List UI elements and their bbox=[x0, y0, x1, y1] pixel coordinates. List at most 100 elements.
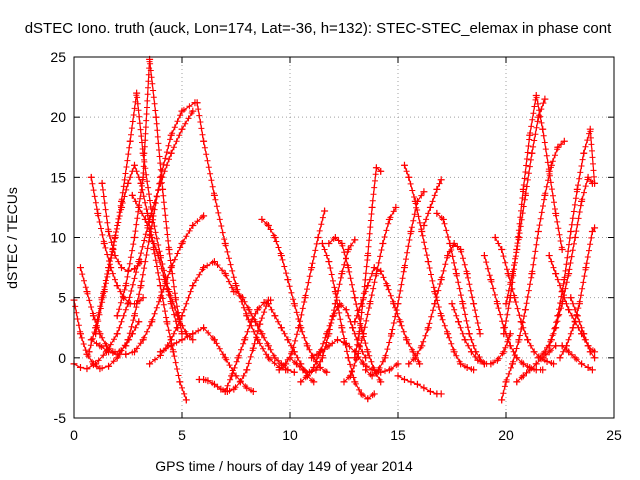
trace-marker bbox=[346, 343, 353, 350]
data-point bbox=[591, 224, 599, 232]
trace-marker bbox=[266, 356, 273, 363]
trace-marker bbox=[548, 258, 555, 265]
trace-marker bbox=[125, 267, 132, 274]
trace-marker bbox=[195, 327, 202, 334]
trace-marker bbox=[537, 366, 544, 373]
trace-marker bbox=[248, 310, 255, 317]
trace-marker bbox=[291, 302, 298, 309]
trace-marker bbox=[89, 310, 96, 317]
trace-marker bbox=[423, 216, 430, 223]
trace-marker bbox=[427, 204, 434, 211]
trace-marker bbox=[278, 324, 285, 331]
trace-marker bbox=[108, 255, 115, 261]
trace-marker bbox=[146, 322, 153, 329]
trace-marker bbox=[483, 259, 490, 266]
trace-marker bbox=[160, 199, 167, 206]
trace-marker bbox=[321, 208, 328, 214]
trace-marker bbox=[431, 192, 438, 199]
trace-marker bbox=[460, 305, 467, 311]
trace-marker bbox=[526, 136, 533, 143]
trace-marker bbox=[543, 152, 550, 159]
trace-marker bbox=[569, 247, 576, 254]
trace-marker bbox=[139, 271, 146, 278]
trace-marker bbox=[124, 157, 131, 164]
trace-marker bbox=[367, 298, 374, 305]
trace-marker bbox=[364, 311, 371, 318]
trace-marker bbox=[157, 282, 164, 289]
trace-marker bbox=[415, 213, 422, 220]
trace-marker bbox=[98, 344, 105, 350]
trace-marker bbox=[271, 312, 278, 319]
trace-marker bbox=[95, 357, 102, 364]
trace-marker bbox=[148, 74, 155, 81]
trace-marker bbox=[242, 334, 249, 341]
trace-marker bbox=[86, 297, 93, 304]
trace-marker bbox=[371, 264, 378, 271]
trace-marker bbox=[354, 312, 360, 319]
trace-marker bbox=[424, 326, 431, 333]
trace-marker bbox=[348, 368, 355, 375]
trace-marker bbox=[576, 209, 583, 215]
trace-marker bbox=[144, 245, 151, 252]
trace-marker bbox=[111, 235, 118, 242]
trace-marker bbox=[145, 184, 152, 191]
trace-marker bbox=[288, 350, 295, 357]
trace-marker bbox=[426, 320, 433, 327]
trace-marker bbox=[155, 242, 162, 248]
trace-marker bbox=[457, 292, 464, 299]
trace-marker bbox=[165, 327, 172, 334]
trace-marker bbox=[276, 366, 283, 373]
y-tick-label: 0 bbox=[58, 350, 66, 366]
trace-marker bbox=[149, 316, 156, 323]
trace-marker bbox=[515, 236, 522, 243]
trace-marker bbox=[523, 300, 530, 307]
trace-marker bbox=[524, 294, 531, 300]
trace-marker bbox=[181, 306, 188, 313]
trace-marker bbox=[516, 332, 523, 339]
trace-marker bbox=[522, 330, 529, 337]
trace-marker bbox=[502, 324, 508, 331]
trace-marker bbox=[412, 200, 419, 207]
trace-marker bbox=[179, 126, 185, 133]
trace-marker bbox=[171, 353, 178, 360]
trace-marker bbox=[362, 354, 369, 361]
trace-marker bbox=[119, 189, 126, 196]
trace-marker bbox=[558, 141, 565, 148]
series-25 bbox=[340, 203, 400, 386]
trace-marker bbox=[527, 130, 534, 136]
trace-marker bbox=[128, 131, 134, 138]
trace-marker bbox=[264, 340, 271, 347]
data-point bbox=[200, 212, 208, 220]
trace-marker bbox=[157, 166, 164, 173]
trace-marker bbox=[125, 151, 132, 158]
trace-marker bbox=[548, 360, 555, 366]
trace-marker bbox=[142, 124, 149, 131]
trace-marker bbox=[570, 300, 576, 307]
trace-marker bbox=[571, 240, 577, 247]
trace-marker bbox=[531, 348, 538, 355]
trace-marker bbox=[529, 268, 536, 275]
trace-marker bbox=[168, 342, 175, 349]
trace-marker bbox=[116, 351, 123, 358]
trace-marker bbox=[152, 229, 159, 236]
trace-marker bbox=[214, 262, 221, 268]
trace-marker bbox=[387, 333, 394, 339]
trace-marker bbox=[414, 381, 421, 388]
trace-marker bbox=[561, 274, 568, 281]
trace-marker bbox=[133, 168, 140, 175]
trace-marker bbox=[153, 114, 160, 121]
trace-marker bbox=[573, 228, 580, 235]
trace-marker bbox=[513, 378, 520, 385]
trace-marker bbox=[441, 322, 448, 329]
trace-marker bbox=[94, 206, 100, 213]
trace-marker bbox=[104, 273, 111, 280]
data-point bbox=[519, 360, 527, 368]
trace-marker bbox=[533, 241, 540, 248]
trace-marker bbox=[338, 322, 345, 329]
trace-marker bbox=[560, 280, 567, 287]
series-14 bbox=[195, 296, 272, 396]
trace-marker bbox=[535, 354, 542, 361]
trace-marker bbox=[422, 332, 429, 339]
trace-marker bbox=[469, 294, 476, 301]
trace-marker bbox=[214, 383, 221, 390]
